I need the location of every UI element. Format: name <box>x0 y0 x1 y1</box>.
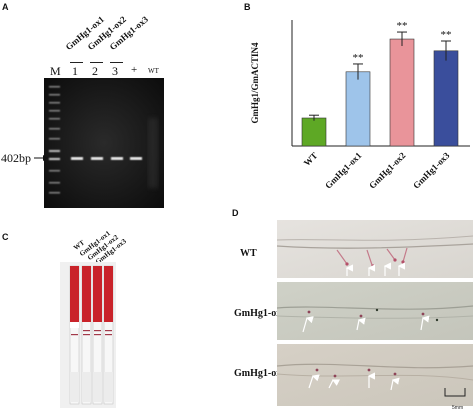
band-lane-positive <box>130 157 142 160</box>
strip-wt <box>69 265 80 405</box>
category-label-1: GmHg1-ox1 <box>323 150 364 191</box>
row-label-ox2: GmHg1-ox2 <box>234 368 287 379</box>
lane-number-3: 3 <box>112 64 118 78</box>
bar-1 <box>345 71 371 147</box>
significance-2: ** <box>397 20 408 32</box>
root-image-ox1 <box>277 282 473 340</box>
panel-b-letter: B <box>244 2 251 12</box>
band-lane-1 <box>71 157 83 160</box>
bar-chart: GmHg1/GmACTIN4 WT ** GmHg1-ox1 ** GmHg1-ox2 **… <box>250 20 470 191</box>
category-label-3: GmHg1-ox3 <box>411 150 452 191</box>
band-lane-3 <box>111 157 123 160</box>
lane-number-1: 1 <box>72 64 78 78</box>
significance-3: ** <box>441 29 452 41</box>
row-label-wt: WT <box>240 248 257 259</box>
panel-a-letter: A <box>2 2 9 12</box>
lane-number-2: 2 <box>92 64 98 78</box>
lane-wt: WT <box>148 67 159 75</box>
root-images <box>277 220 473 406</box>
significance-1: ** <box>353 52 364 64</box>
test-strips <box>60 262 116 408</box>
band-lane-2 <box>91 157 103 160</box>
y-axis-label: GmHg1/GmACTIN4 <box>250 42 260 124</box>
panel-d-letter: D <box>232 208 239 218</box>
lane-marker-m: M <box>50 64 61 78</box>
row-label-ox1: GmHg1-ox1 <box>234 308 287 319</box>
category-label-2: GmHg1-ox2 <box>367 150 408 191</box>
band-size-label: 402bp <box>1 151 31 165</box>
bar-0 <box>301 117 327 147</box>
root-image-wt <box>277 220 473 278</box>
panel-c-letter: C <box>2 232 9 242</box>
gel-image <box>44 78 164 208</box>
bar-3 <box>433 50 459 147</box>
scale-bar-label: 5mm <box>452 405 464 411</box>
band-arrow <box>34 155 48 161</box>
strip-ox1 <box>81 265 92 405</box>
lane-2-overline <box>90 62 103 63</box>
category-label-0: WT <box>302 150 320 168</box>
lane-1-overline <box>70 62 83 63</box>
strip-ox3 <box>103 265 114 405</box>
strip-ox2 <box>92 265 103 405</box>
bar-2 <box>389 38 415 147</box>
root-image-ox2 <box>277 344 473 406</box>
scale-bar <box>444 388 466 397</box>
lane-3-overline <box>110 62 123 63</box>
lane-positive: + <box>131 64 138 76</box>
